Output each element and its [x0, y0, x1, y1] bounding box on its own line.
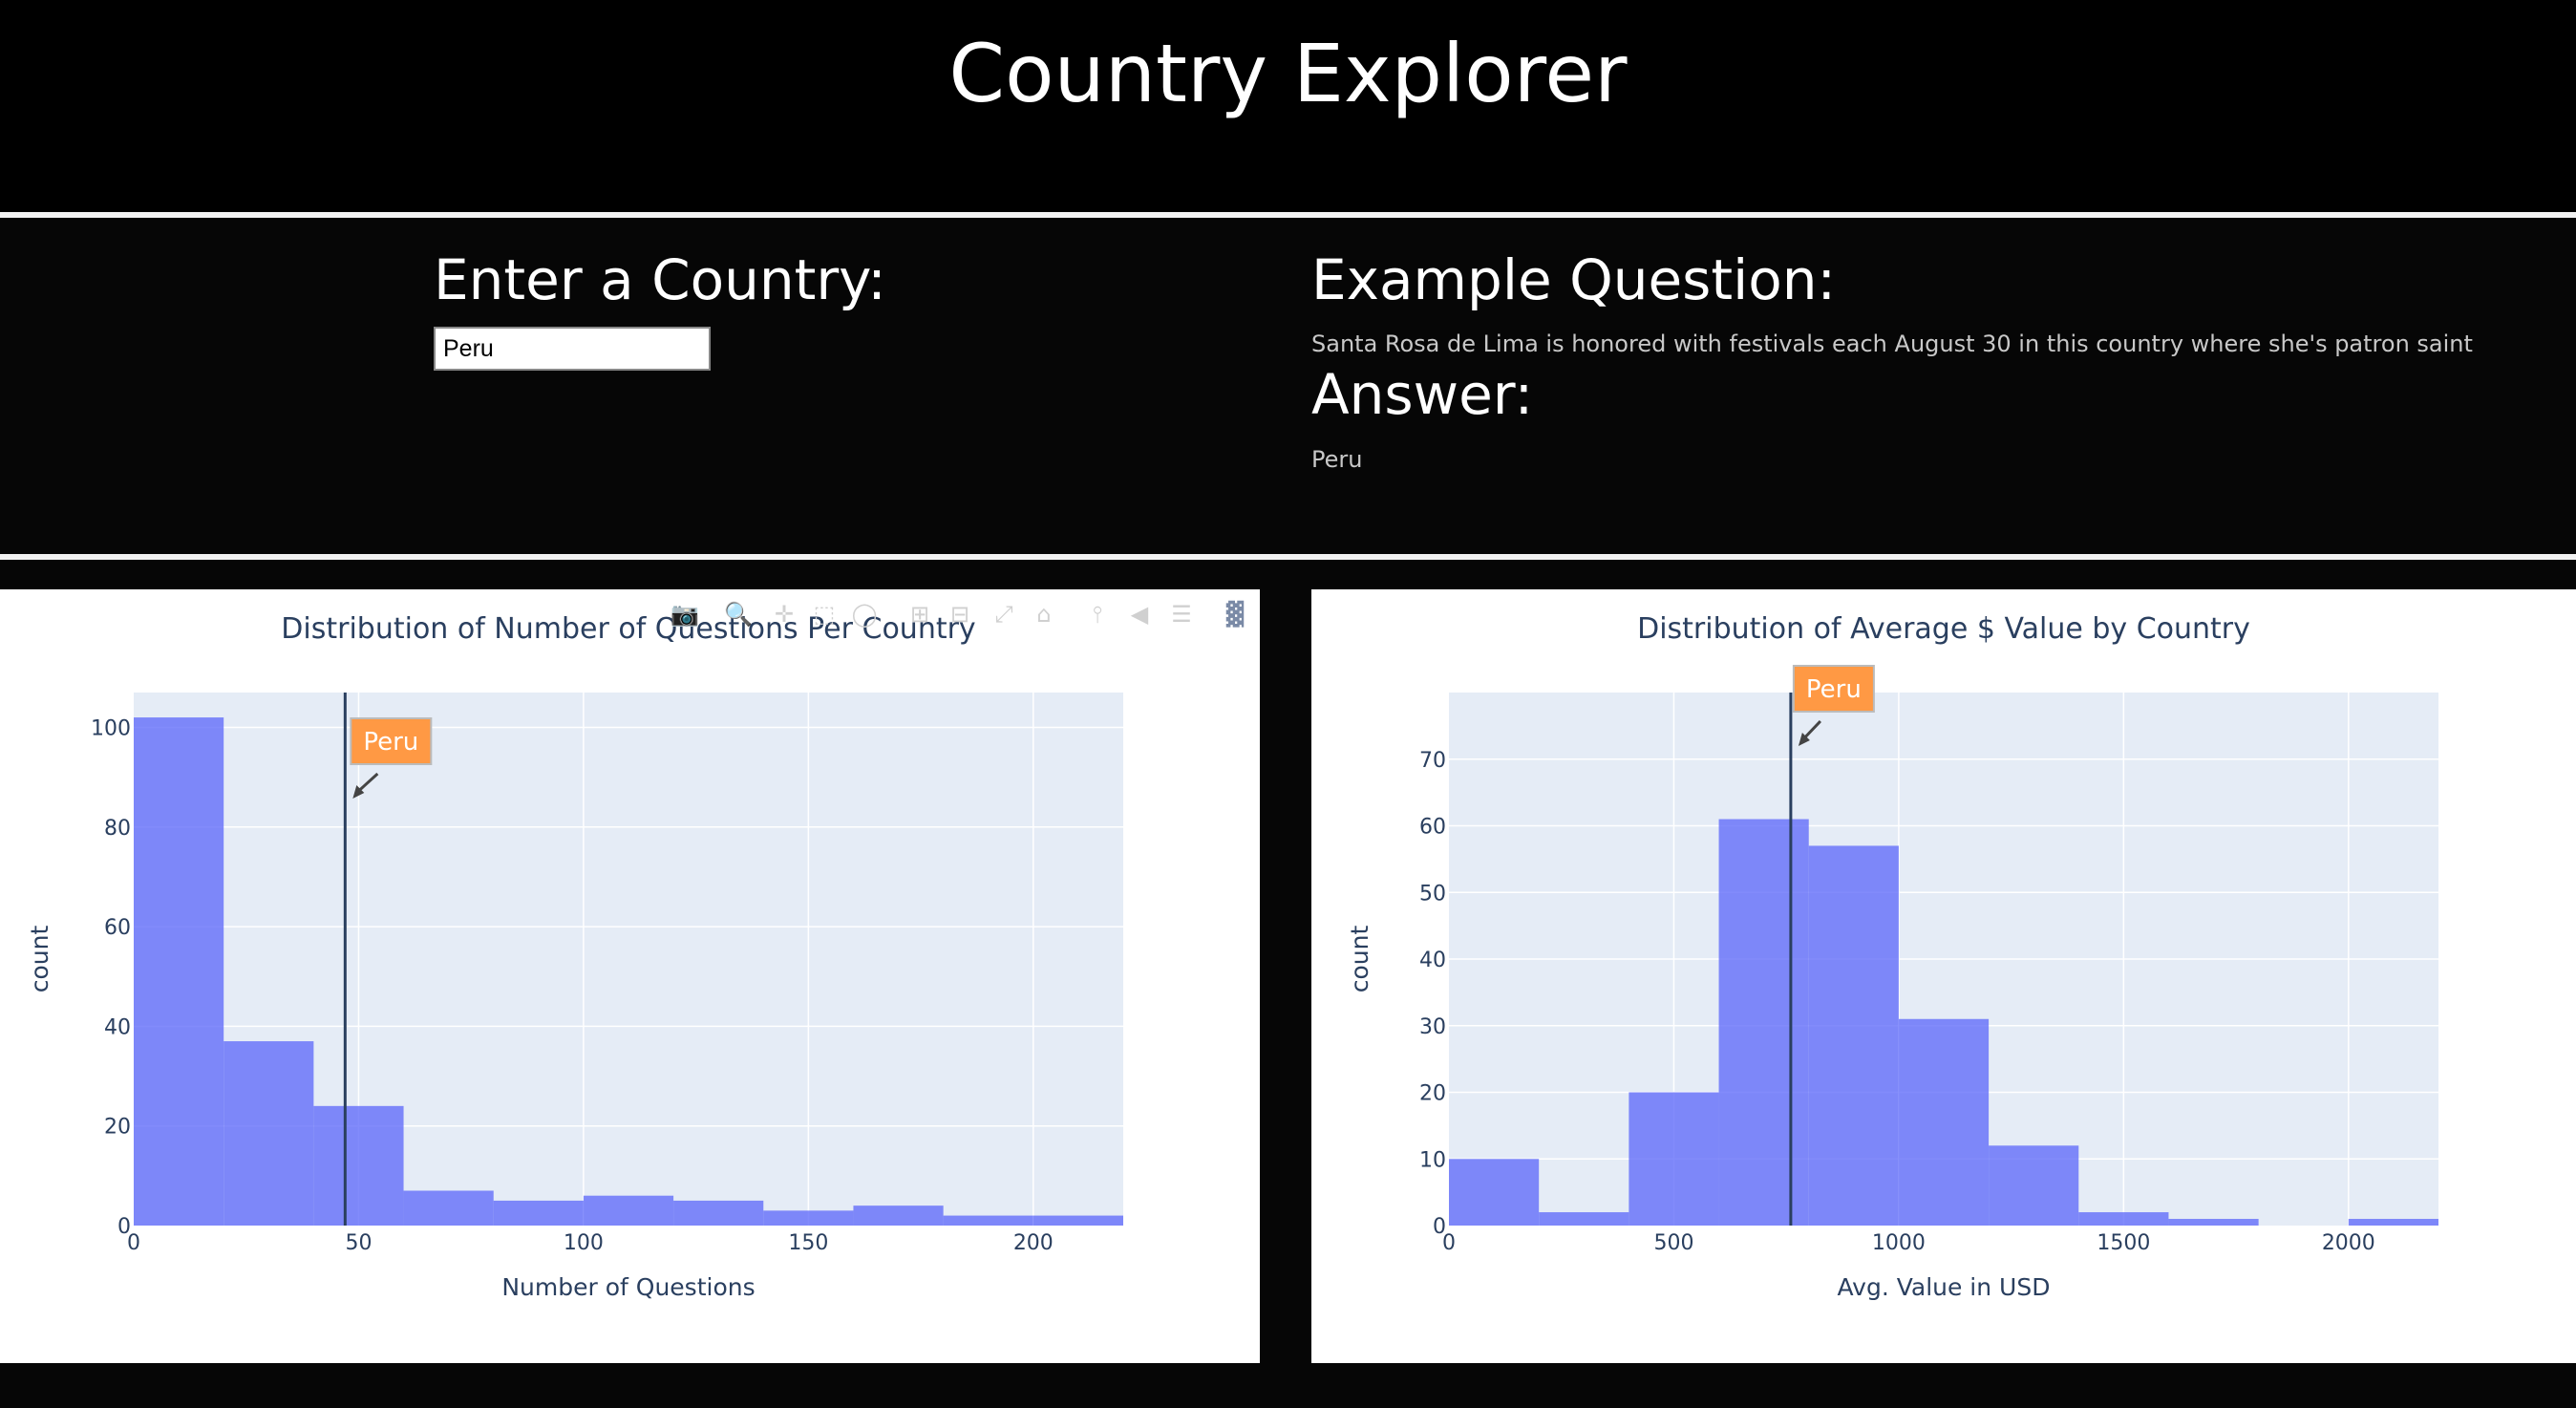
y-tick-label: 60	[104, 916, 131, 940]
histogram-bar	[1808, 845, 1899, 1226]
zoom-icon[interactable]: 🔍	[724, 601, 753, 628]
answer-heading: Answer:	[1311, 362, 1534, 427]
y-tick-label: 0	[1433, 1215, 1446, 1239]
country-input[interactable]	[434, 327, 711, 371]
chart-title: Distribution of Average $ Value by Count…	[1637, 612, 2250, 646]
x-tick-label: 1500	[2097, 1231, 2150, 1255]
annotation-arrowhead	[352, 785, 365, 799]
x-tick-label: 0	[1442, 1231, 1456, 1255]
histogram-bar	[493, 1200, 584, 1226]
histogram-bar	[2348, 1219, 2438, 1226]
annotation-label: Peru	[1806, 675, 1862, 704]
y-tick-label: 40	[1419, 949, 1446, 972]
zoom-out-icon[interactable]: ⊟	[949, 601, 970, 628]
chart-title: Distribution of Number of Questions Per …	[281, 612, 975, 646]
annotation-label: Peru	[363, 728, 418, 757]
y-axis-label: count	[26, 926, 53, 993]
page-title: Country Explorer	[948, 27, 1628, 120]
y-tick-label: 30	[1419, 1015, 1446, 1039]
y-tick-label: 60	[1419, 816, 1446, 840]
x-axis-label: Number of Questions	[501, 1273, 755, 1301]
x-tick-label: 50	[345, 1231, 372, 1255]
app-header: Country Explorer	[0, 0, 2576, 212]
bottom-divider	[0, 554, 2576, 560]
x-tick-label: 2000	[2322, 1231, 2375, 1255]
annotation-arrowhead	[1798, 733, 1810, 746]
histogram-bar	[1898, 1018, 1990, 1226]
histogram-bar	[1989, 1145, 2079, 1226]
top-divider	[0, 212, 2576, 218]
x-tick-label: 100	[564, 1231, 604, 1255]
histogram-bar	[403, 1190, 494, 1226]
x-tick-label: 150	[788, 1231, 828, 1255]
histogram-bar	[2168, 1219, 2259, 1226]
y-tick-label: 100	[91, 717, 131, 741]
x-tick-label: 200	[1013, 1231, 1054, 1255]
hover-closest-icon[interactable]: ◀	[1130, 601, 1149, 628]
camera-icon[interactable]: 📷	[671, 601, 699, 628]
y-tick-label: 0	[117, 1215, 131, 1239]
y-tick-label: 80	[104, 817, 131, 841]
y-tick-label: 40	[104, 1015, 131, 1039]
annotation-box	[1792, 665, 1875, 713]
histogram-bar	[2078, 1212, 2169, 1226]
x-tick-label: 0	[127, 1231, 140, 1255]
y-tick-label: 10	[1419, 1148, 1446, 1172]
value-histogram[interactable]: 0 10 20 30 40 50 60 70 0 500 1000 1500 2000 Peru Distr…	[1311, 589, 2576, 1363]
histogram-bar	[1033, 1215, 1123, 1226]
histogram-bar	[763, 1210, 854, 1226]
x-axis-label: Avg. Value in USD	[1838, 1273, 2051, 1301]
annotation-box	[350, 717, 433, 765]
y-tick-label: 70	[1419, 749, 1446, 773]
histogram-bar	[224, 1041, 314, 1226]
histogram-bar	[673, 1200, 764, 1226]
histogram-bar	[583, 1195, 674, 1226]
toggle-spike-lines-icon[interactable]: ⫯	[1092, 601, 1103, 628]
questions-chart-panel: 0 20 40 60 80 100 0 50 100 150 200 Peru Distribution…	[0, 589, 1260, 1363]
histogram-bar	[1718, 819, 1809, 1226]
histogram-bar	[313, 1105, 404, 1226]
example-question-text: Santa Rosa de Lima is honored with festi…	[1311, 331, 2473, 357]
x-tick-label: 500	[1653, 1231, 1693, 1255]
histogram-bar	[1449, 1159, 1540, 1226]
histogram-bar	[1539, 1212, 1629, 1226]
reset-axes-icon[interactable]: ⌂	[1036, 601, 1052, 628]
box-select-icon[interactable]: ⬚	[813, 601, 836, 628]
zoom-in-icon[interactable]: ⊞	[909, 601, 930, 628]
autoscale-icon[interactable]: ⤢	[994, 601, 1013, 628]
plotly-logo-icon[interactable]: ▓	[1225, 601, 1245, 628]
hover-compare-icon[interactable]: ☰	[1171, 601, 1192, 628]
histogram-bar	[134, 717, 224, 1226]
questions-histogram[interactable]: 0 20 40 60 80 100 0 50 100 150 200 Peru Distribution…	[0, 589, 1260, 1363]
x-tick-label: 1000	[1872, 1231, 1926, 1255]
y-tick-label: 20	[104, 1116, 131, 1140]
example-question-heading: Example Question:	[1311, 247, 1837, 312]
lasso-select-icon[interactable]: ◯	[851, 601, 878, 628]
y-tick-label: 50	[1419, 882, 1446, 906]
histogram-bar	[853, 1205, 944, 1226]
histogram-bar	[1629, 1092, 1719, 1226]
country-input-heading: Enter a Country:	[434, 247, 886, 312]
y-axis-label: count	[1346, 926, 1373, 993]
y-tick-label: 20	[1419, 1082, 1446, 1106]
histogram-bar	[943, 1215, 1033, 1226]
pan-icon[interactable]: ✛	[774, 601, 795, 628]
answer-text: Peru	[1311, 446, 1363, 473]
value-chart-panel: 0 10 20 30 40 50 60 70 0 500 1000 1500 2000 Peru Distr…	[1311, 589, 2576, 1363]
